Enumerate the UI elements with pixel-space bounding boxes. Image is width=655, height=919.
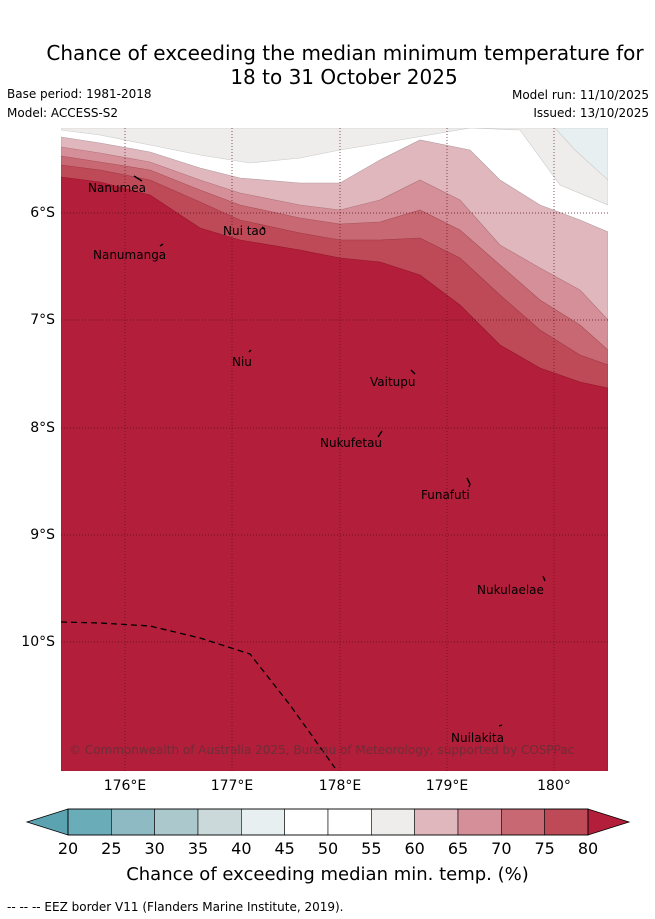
model-run: Model run: 11/10/2025 [511, 88, 649, 102]
colorbar-label: Chance of exceeding median min. temp. (%… [126, 864, 529, 885]
label-vaitupu: Vaitupu [370, 375, 416, 389]
colorbar-tick: 20 [57, 839, 79, 858]
graticule [61, 128, 608, 771]
colorbar-high-extend [587, 808, 631, 836]
islands [133, 175, 546, 727]
island-nuilakita [498, 724, 503, 727]
colorbar-segment [414, 808, 459, 836]
lon-label-176e: 176°E [103, 778, 147, 794]
lat-label-7s: 7°S [30, 312, 55, 328]
island-nanumanga [159, 243, 164, 247]
colorbar-tick: 45 [274, 839, 295, 858]
lat-label-6s: 6°S [30, 205, 55, 221]
lon-label-178e: 178°E [318, 778, 362, 794]
colorbar-tick: 50 [317, 839, 339, 858]
band-55-light [554, 128, 608, 181]
colorbar-tick: 70 [491, 839, 512, 858]
colorbar-segments [67, 808, 589, 836]
colorbar-segment [111, 808, 155, 836]
island-funafuti [466, 477, 471, 488]
colorbar-segment [457, 808, 502, 836]
label-funafuti: Funafuti [421, 488, 470, 502]
colorbar-tick: 25 [101, 839, 122, 858]
label-nukufetau: Nukufetau [320, 436, 382, 450]
label-nanumanga: Nanumanga [93, 248, 166, 262]
label-nuitao: Nui tao [223, 224, 266, 238]
island-nukufetau [377, 430, 383, 438]
colorbar-segment [197, 808, 242, 836]
colorbar-segment [501, 808, 545, 836]
colorbar-tick: 55 [361, 839, 382, 858]
colorbar-segment [544, 808, 589, 836]
lon-label-180: 180° [537, 778, 571, 794]
colorbar-segment [371, 808, 415, 836]
colorbar-tick: 40 [231, 839, 252, 858]
label-nanumea: Nanumea [88, 181, 146, 195]
lat-label-9s: 9°S [30, 527, 55, 543]
band-80 [61, 176, 608, 771]
colorbar-segment [67, 808, 112, 836]
colorbar-segment [284, 808, 329, 836]
colorbar-tick: 65 [447, 839, 469, 858]
issued-date: Issued: 13/10/2025 [533, 106, 649, 120]
colorbar-low-extend [25, 808, 69, 836]
map-title-line2: 18 to 31 October 2025 [230, 65, 458, 89]
lat-label-10s: 10°S [21, 634, 55, 650]
copyright-text: © Commonwealth of Australia 2025, Bureau… [69, 743, 574, 757]
lon-label-179e: 179°E [425, 778, 469, 794]
probability-map: Nanumea Nui tao Nanumanga Niu Vaitupu Nu… [61, 128, 608, 771]
label-nuilakita: Nuilakita [451, 731, 504, 745]
island-niu [248, 349, 252, 353]
colorbar-tick: 30 [144, 839, 165, 858]
label-niu: Niu [232, 355, 252, 369]
colorbar-tick: 80 [577, 839, 599, 858]
colorbar-segment [241, 808, 285, 836]
base-period: Base period: 1981-2018 [7, 87, 152, 101]
lat-label-8s: 8°S [30, 420, 55, 436]
model-name: Model: ACCESS-S2 [7, 106, 119, 120]
colorbar-tick: 35 [187, 839, 209, 858]
colorbar-segment [154, 808, 199, 836]
colorbar [25, 808, 631, 836]
lon-label-177e: 177°E [210, 778, 254, 794]
island-nukulaelae [542, 575, 546, 582]
label-nukulaelae: Nukulaelae [477, 583, 544, 597]
island-nuitao [261, 226, 266, 230]
colorbar-tick: 60 [404, 839, 425, 858]
colorbar-segment [327, 808, 372, 836]
map-title-line1: Chance of exceeding the median minimum t… [46, 41, 644, 65]
colorbar-tick: 75 [534, 839, 555, 858]
eez-footer-note: -- -- -- EEZ border V11 (Flanders Marine… [7, 900, 344, 914]
eez-border [61, 621, 336, 769]
island-nanumea [133, 175, 143, 182]
island-vaitupu [410, 369, 416, 375]
